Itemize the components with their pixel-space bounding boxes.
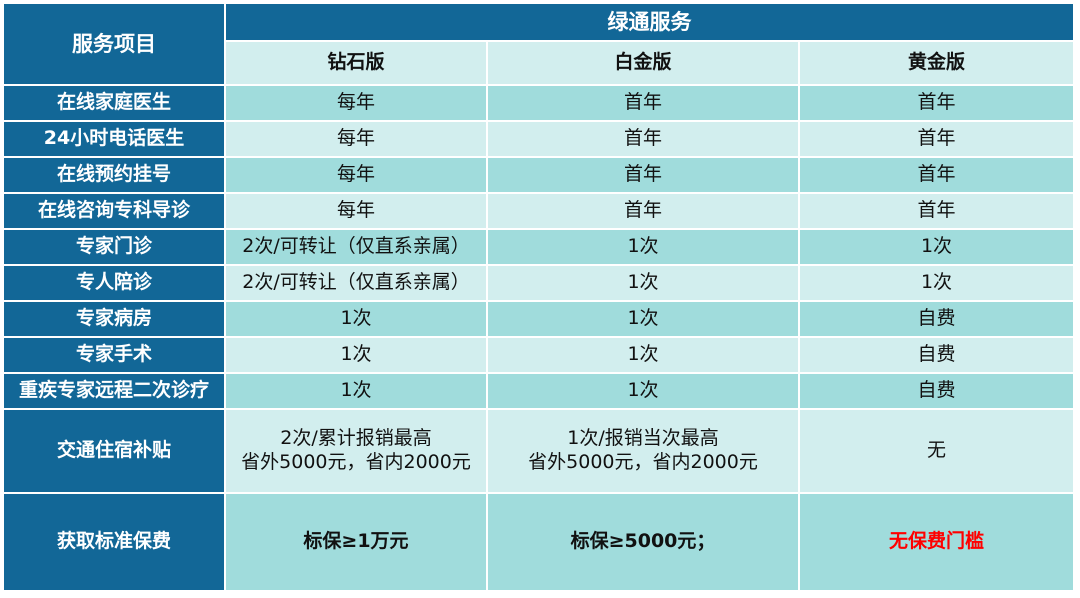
service-comparison-table: 服务项目 绿通服务 钻石版 白金版 黄金版 在线家庭医生 每年 首年 首年 24… — [4, 4, 1076, 592]
row-label: 专家病房 — [4, 302, 226, 338]
cell-gold: 自费 — [800, 302, 1076, 338]
row-label: 24小时电话医生 — [4, 122, 226, 158]
row-label: 在线家庭医生 — [4, 86, 226, 122]
plan-header-platinum: 白金版 — [488, 42, 800, 86]
table-row: 专家门诊 2次/可转让（仅直系亲属） 1次 1次 — [4, 230, 1076, 266]
cell-diamond: 2次/可转让（仅直系亲属） — [226, 230, 488, 266]
cell-gold: 自费 — [800, 338, 1076, 374]
green-channel-header: 绿通服务 — [226, 4, 1076, 42]
table-row: 24小时电话医生 每年 首年 首年 — [4, 122, 1076, 158]
row-label: 重疾专家远程二次诊疗 — [4, 374, 226, 410]
row-label: 交通住宿补贴 — [4, 410, 226, 494]
cell-platinum: 1次 — [488, 374, 800, 410]
cell-line: 省外5000元，省内2000元 — [241, 451, 471, 473]
cell-diamond: 标保≥1万元 — [226, 494, 488, 592]
table-row-transport: 交通住宿补贴 2次/累计报销最高 省外5000元，省内2000元 1次/报销当次… — [4, 410, 1076, 494]
cell-platinum: 首年 — [488, 122, 800, 158]
table-row: 在线咨询专科导诊 每年 首年 首年 — [4, 194, 1076, 230]
cell-diamond: 每年 — [226, 194, 488, 230]
row-label: 专家手术 — [4, 338, 226, 374]
row-label: 获取标准保费 — [4, 494, 226, 592]
cell-gold: 首年 — [800, 86, 1076, 122]
cell-line: 2次/累计报销最高 — [280, 427, 432, 450]
cell-platinum: 1次/报销当次最高 省外5000元，省内2000元 — [488, 410, 800, 494]
cell-diamond: 每年 — [226, 158, 488, 194]
plan-header-diamond: 钻石版 — [226, 42, 488, 86]
cell-line: 省外5000元，省内2000元 — [528, 451, 758, 473]
plan-header-gold: 黄金版 — [800, 42, 1076, 86]
cell-platinum: 1次 — [488, 230, 800, 266]
table-row: 在线家庭医生 每年 首年 首年 — [4, 86, 1076, 122]
table-row: 专人陪诊 2次/可转让（仅直系亲属） 1次 1次 — [4, 266, 1076, 302]
cell-diamond: 1次 — [226, 302, 488, 338]
table-row: 重疾专家远程二次诊疗 1次 1次 自费 — [4, 374, 1076, 410]
cell-diamond: 2次/累计报销最高 省外5000元，省内2000元 — [226, 410, 488, 494]
row-label: 专人陪诊 — [4, 266, 226, 302]
cell-gold: 无 — [800, 410, 1076, 494]
service-items-header: 服务项目 — [4, 4, 226, 86]
cell-diamond: 2次/可转让（仅直系亲属） — [226, 266, 488, 302]
row-label: 专家门诊 — [4, 230, 226, 266]
cell-gold: 首年 — [800, 122, 1076, 158]
table-row: 在线预约挂号 每年 首年 首年 — [4, 158, 1076, 194]
cell-diamond: 1次 — [226, 338, 488, 374]
cell-platinum: 1次 — [488, 302, 800, 338]
row-label: 在线咨询专科导诊 — [4, 194, 226, 230]
cell-gold: 自费 — [800, 374, 1076, 410]
cell-diamond: 1次 — [226, 374, 488, 410]
cell-gold-highlight: 无保费门槛 — [800, 494, 1076, 592]
cell-platinum: 首年 — [488, 86, 800, 122]
cell-gold: 1次 — [800, 230, 1076, 266]
cell-gold: 首年 — [800, 158, 1076, 194]
cell-platinum: 标保≥5000元； — [488, 494, 800, 592]
cell-platinum: 1次 — [488, 266, 800, 302]
cell-platinum: 1次 — [488, 338, 800, 374]
cell-line: 1次/报销当次最高 — [567, 427, 719, 450]
table-row-premium: 获取标准保费 标保≥1万元 标保≥5000元； 无保费门槛 — [4, 494, 1076, 592]
cell-platinum: 首年 — [488, 158, 800, 194]
cell-diamond: 每年 — [226, 86, 488, 122]
row-label: 在线预约挂号 — [4, 158, 226, 194]
cell-diamond: 每年 — [226, 122, 488, 158]
cell-platinum: 首年 — [488, 194, 800, 230]
table-row: 专家手术 1次 1次 自费 — [4, 338, 1076, 374]
table-row: 专家病房 1次 1次 自费 — [4, 302, 1076, 338]
cell-gold: 1次 — [800, 266, 1076, 302]
cell-gold: 首年 — [800, 194, 1076, 230]
